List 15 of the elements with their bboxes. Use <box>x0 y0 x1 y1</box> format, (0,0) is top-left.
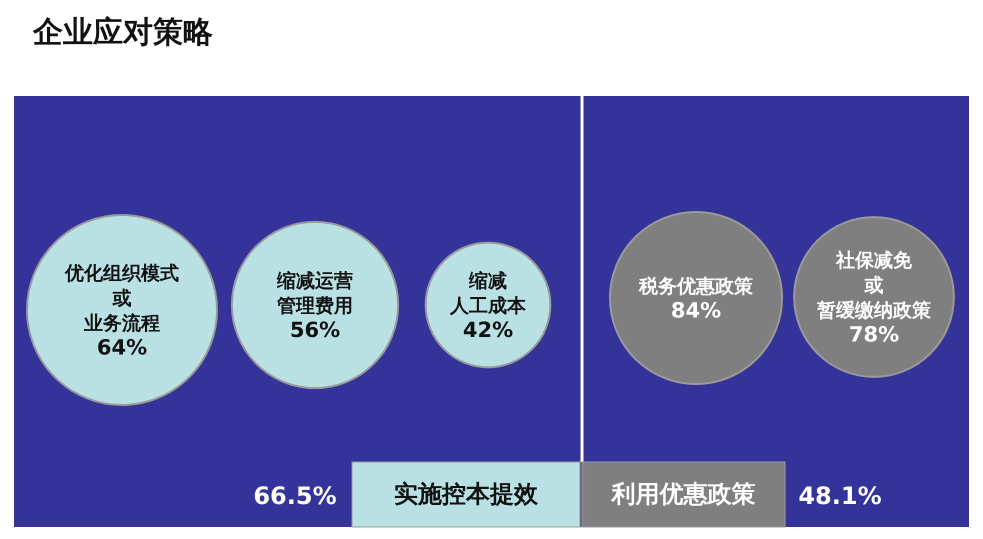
category-label: 税务优惠政策 <box>638 276 753 298</box>
category-label: 缩减运营管理费用 <box>276 270 353 317</box>
data-label: 56% <box>290 318 340 342</box>
text: 66.5% <box>253 482 337 510</box>
text: 实施控本提效 <box>394 480 539 508</box>
text: 企业应对策略 <box>32 15 213 50</box>
category-label: 优化组织模式或业务流程 <box>64 262 179 334</box>
data-label: 78% <box>848 322 900 346</box>
data-label: 42% <box>462 318 514 342</box>
category-label: 社保减免或暂缓缴纳政策 <box>816 250 931 322</box>
text: 48.1% <box>798 482 882 510</box>
text: 利用优惠政策 <box>610 480 756 508</box>
data-label: 84% <box>670 298 722 322</box>
data-label: 64% <box>96 336 148 360</box>
category-label: 缩减人工成本 <box>449 270 527 317</box>
